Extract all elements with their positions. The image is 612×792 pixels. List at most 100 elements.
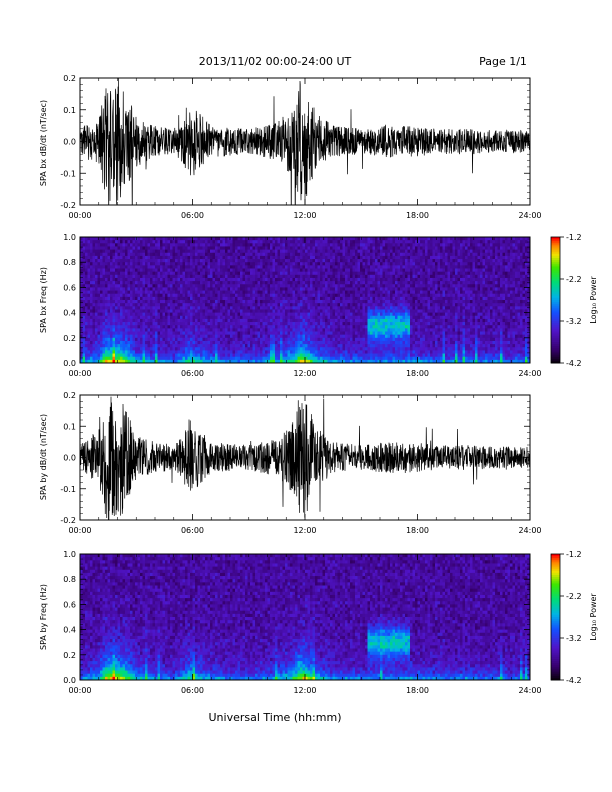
spectrogram-cell <box>197 325 201 329</box>
spectrogram-cell <box>160 315 163 320</box>
spectrogram-cell <box>152 337 156 342</box>
spectrogram-cell <box>332 277 336 282</box>
spectrogram-cell <box>125 328 128 332</box>
spectrogram-cell <box>95 249 98 254</box>
spectrogram-cell <box>232 347 236 351</box>
spectrogram-cell <box>212 274 216 279</box>
spectrogram-cell <box>255 300 258 304</box>
spectrogram-cell <box>197 337 201 342</box>
spectrogram-cell <box>185 322 188 326</box>
spectrogram-cell <box>195 340 198 345</box>
spectrogram-cell <box>102 281 106 285</box>
spectrogram-cell <box>140 259 143 263</box>
spectrogram-cell <box>317 284 321 288</box>
spectrogram-cell <box>122 325 126 329</box>
spectrogram-cell <box>255 274 258 279</box>
spectrogram-cell <box>290 356 293 361</box>
spectrogram-cell <box>327 259 331 263</box>
spectrogram-cell <box>147 300 151 304</box>
spectrogram-cell <box>222 337 226 342</box>
spectrogram-cell <box>205 284 208 288</box>
spectrogram-cell <box>265 322 268 326</box>
spectrogram-cell <box>197 359 201 364</box>
spectrogram-cell <box>362 287 366 291</box>
spectrogram-cell <box>115 312 118 317</box>
spectrogram-cell <box>120 259 123 263</box>
spectrogram-cell <box>312 356 316 361</box>
spectrogram-cell <box>105 240 108 244</box>
spectrogram-cell <box>290 284 293 288</box>
spectrogram-cell <box>130 237 133 241</box>
spectrogram-cell <box>135 322 138 326</box>
spectrogram-cell <box>322 259 326 263</box>
spectrogram-cell <box>285 322 288 326</box>
spectrogram-cell <box>332 240 336 244</box>
spectrogram-cell <box>345 237 348 241</box>
spectrogram-cell <box>100 334 103 339</box>
spectrogram-cell <box>125 331 128 336</box>
spectrogram-cell <box>342 290 346 295</box>
spectrogram-cell <box>155 300 158 304</box>
spectrogram-cell <box>90 259 93 263</box>
spectrogram-cell <box>220 249 223 254</box>
spectrogram-cell <box>92 259 96 263</box>
spectrogram-cell <box>315 252 318 257</box>
spectrogram-cell <box>252 255 256 260</box>
spectrogram-cell <box>277 281 281 285</box>
spectrogram-cell <box>312 255 316 260</box>
spectrogram-cell <box>210 246 213 250</box>
spectrogram-cell <box>345 290 348 295</box>
panel-bx-dbdt: SPA bx dB/dt (nT/sec) 00:00 06:00 12:00 18:… <box>39 74 542 220</box>
spectrogram-cell <box>137 347 141 351</box>
spectrogram-cell <box>205 281 208 285</box>
spectrogram-cell <box>160 318 163 323</box>
spectrogram-cell <box>82 318 86 323</box>
spectrogram-cell <box>155 334 158 339</box>
spectrogram-cell <box>100 306 103 310</box>
spectrogram-cell <box>112 290 116 295</box>
spectrogram-cell <box>150 325 153 329</box>
spectrogram-cell <box>265 315 268 320</box>
spectrogram-cell <box>307 337 311 342</box>
spectrogram-cell <box>325 277 328 282</box>
spectrogram-cell <box>147 344 151 348</box>
spectrogram-cell <box>165 340 168 345</box>
spectrogram-cell <box>380 309 383 313</box>
spectrogram-cell <box>165 281 168 285</box>
spectrogram-cell <box>187 359 191 364</box>
spectrogram-cell <box>120 290 123 295</box>
spectrogram-cell <box>90 284 93 288</box>
spectrogram-cell <box>250 344 253 348</box>
spectrogram-cell <box>177 249 181 254</box>
spectrogram-cell <box>377 325 381 329</box>
spectrogram-cell <box>307 340 311 345</box>
spectrogram-cell <box>372 255 376 260</box>
spectrogram-cell <box>277 322 281 326</box>
spectrogram-cell <box>205 337 208 342</box>
spectrogram-cell <box>112 325 116 329</box>
spectrogram-cell <box>202 328 206 332</box>
spectrogram-cell <box>280 293 283 298</box>
spectrogram-cell <box>162 325 166 329</box>
spectrogram-cell <box>260 268 263 273</box>
spectrogram-cell <box>242 303 246 307</box>
spectrogram-cell <box>217 262 221 266</box>
spectrogram-cell <box>280 237 283 241</box>
spectrogram-cell <box>280 322 283 326</box>
spectrogram-cell <box>375 344 378 348</box>
spectrogram-cell <box>357 315 361 320</box>
spectrogram-cell <box>117 340 121 345</box>
spectrogram-cell <box>290 315 293 320</box>
spectrogram-cell <box>137 353 141 358</box>
spectrogram-cell <box>237 284 241 288</box>
spectrogram-cell <box>145 309 148 313</box>
spectrogram-cell <box>295 300 298 304</box>
spectrogram-cell <box>235 322 238 326</box>
spectrogram-cell <box>360 262 363 266</box>
spectrogram-cell <box>200 243 203 247</box>
spectrogram-cell <box>257 274 261 279</box>
spectrogram-cell <box>360 274 363 279</box>
spectrogram-cell <box>102 322 106 326</box>
spectrogram-cell <box>107 274 111 279</box>
spectrogram-cell <box>372 259 376 263</box>
